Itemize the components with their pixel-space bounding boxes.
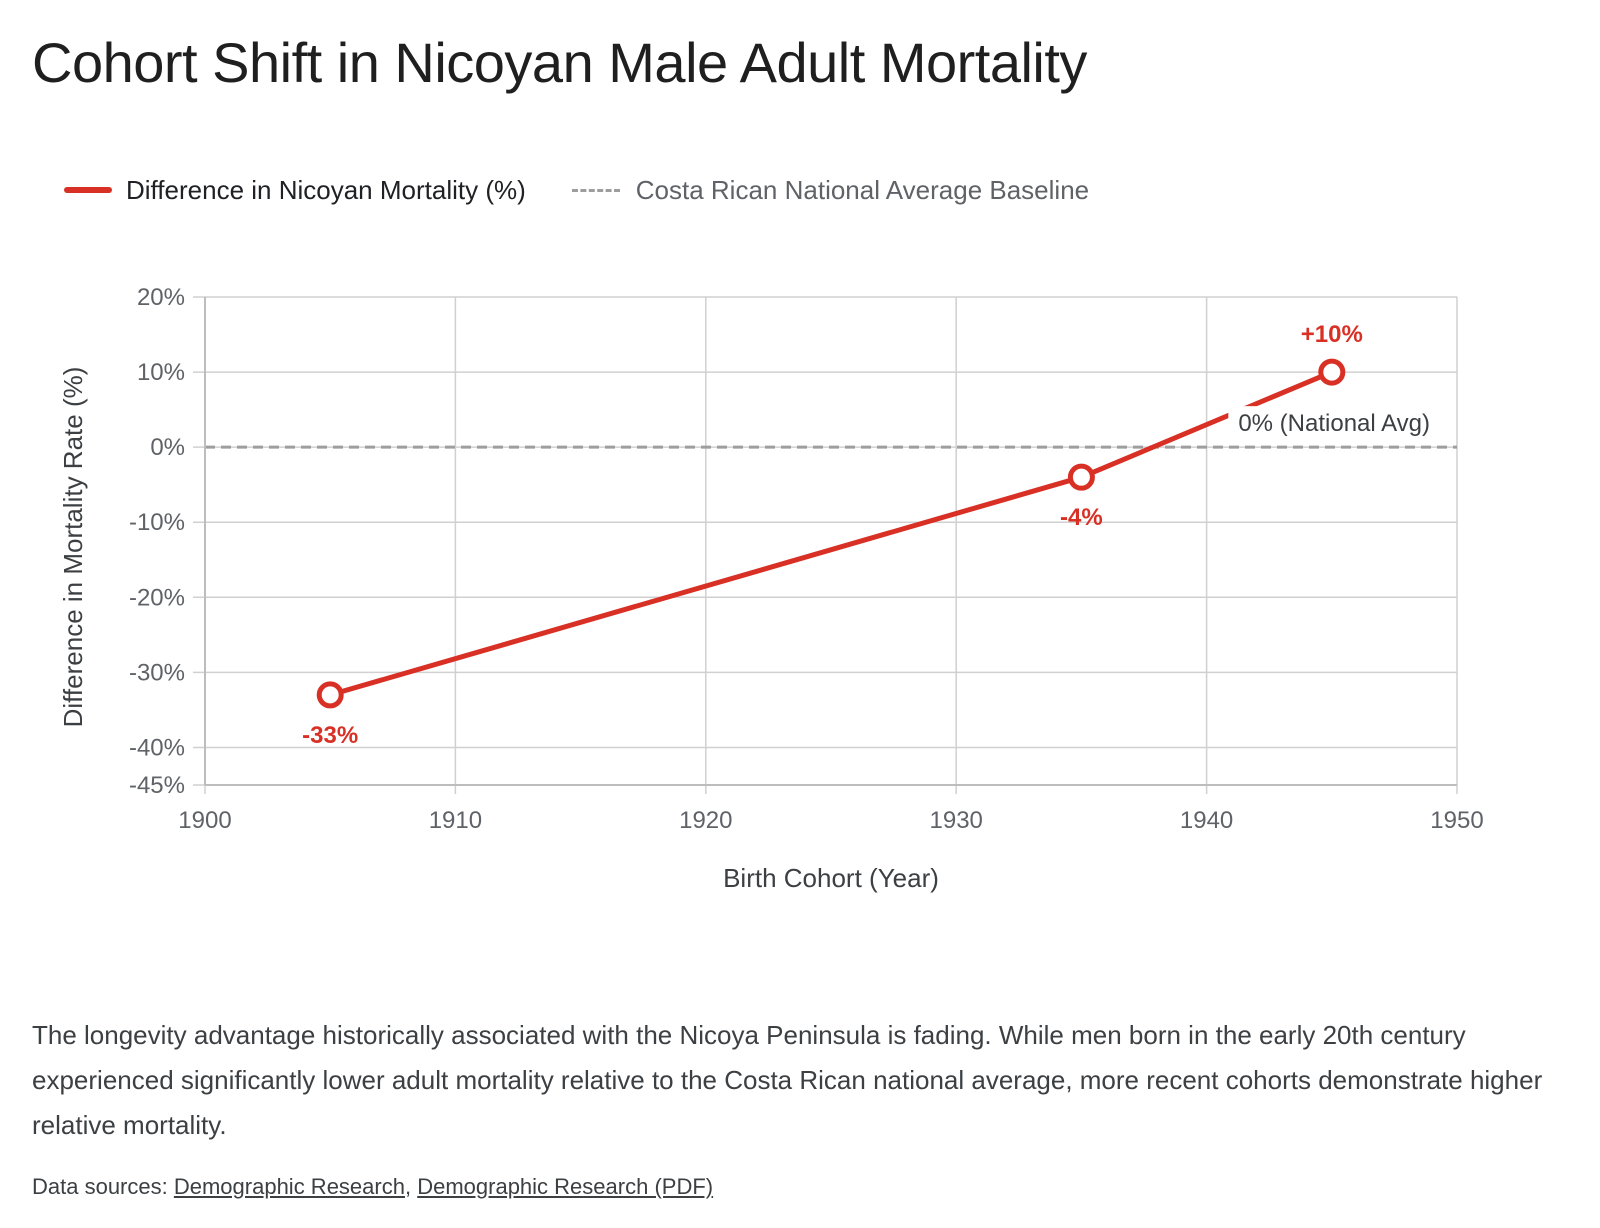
legend-label-baseline: Costa Rican National Average Baseline <box>635 174 1090 205</box>
grid <box>193 296 1458 794</box>
y-axis-title: Difference in Mortality Rate (%) <box>58 367 88 728</box>
x-tick-label: 1910 <box>429 807 482 834</box>
source-link-demographic-research[interactable]: Demographic Research <box>173 1174 405 1199</box>
sources-separator: , <box>404 1174 412 1199</box>
y-tick-label: 20% <box>137 284 185 311</box>
legend-item-nicoyan[interactable]: Difference in Nicoyan Mortality (%) <box>64 175 526 206</box>
legend-label-nicoyan: Difference in Nicoyan Mortality (%) <box>126 174 526 205</box>
baseline-label-background <box>1228 406 1440 442</box>
y-tick-label: -20% <box>129 584 185 611</box>
data-label: +10% <box>1301 321 1363 348</box>
x-axis-title: Birth Cohort (Year) <box>723 863 939 893</box>
data-point <box>1318 358 1346 386</box>
legend-swatch-nicoyan <box>64 187 112 193</box>
data-label: -33% <box>302 722 358 749</box>
sources-prefix: Data sources: <box>32 1174 168 1199</box>
chart-summary: The longevity advantage historically ass… <box>32 1020 1543 1140</box>
baseline-label: 0% (National Avg) <box>1238 410 1430 437</box>
axes: 1900 1910 1920 1930 1940 1950 20% 10% 0% -10% -20%… <box>129 284 1484 834</box>
y-tick-label: -40% <box>129 734 185 761</box>
x-tick-label: 1950 <box>1430 807 1483 834</box>
legend-swatch-baseline <box>571 188 620 192</box>
chart-legend: Difference in Nicoyan Mortality (%) Cost… <box>64 170 1135 210</box>
data-label: -4% <box>1060 504 1103 531</box>
x-tick-label: 1930 <box>930 807 983 834</box>
x-tick-label: 1900 <box>178 807 231 834</box>
data-sources: Data sources: Demographic Research, Demo… <box>32 1174 713 1200</box>
y-tick-label: -30% <box>129 659 185 686</box>
source-link-demographic-research-pdf[interactable]: Demographic Research (PDF) <box>417 1174 714 1199</box>
line-chart: 0% (National Avg) -33% -4% +10% 1900 1910 192… <box>58 284 1484 893</box>
page-title: Cohort Shift in Nicoyan Male Adult Morta… <box>32 31 1087 94</box>
data-point <box>316 681 344 709</box>
y-tick-label: -10% <box>129 509 185 536</box>
legend-item-baseline[interactable]: Costa Rican National Average Baseline <box>571 174 1090 206</box>
series-group: 0% (National Avg) -33% -4% +10% <box>302 321 1440 749</box>
x-tick-label: 1920 <box>679 807 732 834</box>
y-tick-label: 10% <box>137 359 185 386</box>
y-tick-label: 0% <box>150 434 185 461</box>
y-tick-label: -45% <box>129 772 185 799</box>
x-tick-label: 1940 <box>1180 807 1233 834</box>
data-point <box>1067 463 1095 491</box>
series-line-nicoyan <box>327 369 1335 698</box>
